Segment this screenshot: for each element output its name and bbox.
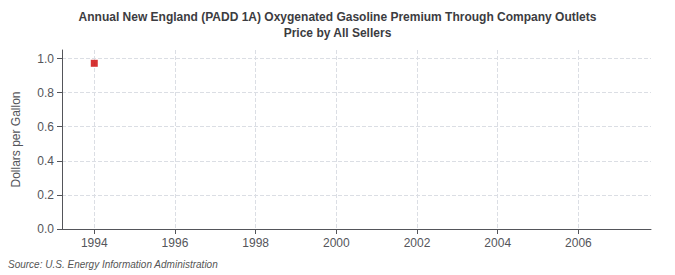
svg-text:1996: 1996 [162,236,189,250]
svg-text:1994: 1994 [81,236,108,250]
svg-text:Annual New England (PADD 1A) O: Annual New England (PADD 1A) Oxygenated … [79,10,597,24]
svg-text:Price by All Sellers: Price by All Sellers [284,26,392,40]
svg-text:Source: U.S. Energy Informatio: Source: U.S. Energy Information Administ… [8,259,218,270]
svg-text:1998: 1998 [242,236,269,250]
svg-text:0.8: 0.8 [37,86,54,100]
svg-text:2006: 2006 [565,236,592,250]
svg-text:Dollars per Gallon: Dollars per Gallon [9,91,23,187]
svg-text:2004: 2004 [484,236,511,250]
svg-text:0.4: 0.4 [37,154,54,168]
svg-text:1.0: 1.0 [37,52,54,66]
svg-text:2000: 2000 [323,236,350,250]
svg-text:0.0: 0.0 [37,222,54,236]
svg-text:0.2: 0.2 [37,188,54,202]
svg-text:0.6: 0.6 [37,120,54,134]
svg-text:2002: 2002 [404,236,431,250]
